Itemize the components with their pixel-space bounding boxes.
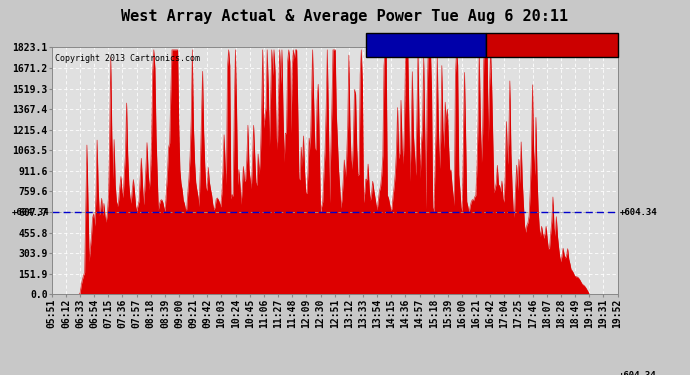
Text: Copyright 2013 Cartronics.com: Copyright 2013 Cartronics.com (55, 54, 200, 63)
Text: West Array  (DC Watts): West Array (DC Watts) (493, 40, 611, 50)
Text: +604.34: +604.34 (12, 208, 50, 217)
Text: +604.34: +604.34 (620, 208, 658, 217)
Text: Average  (DC Watts): Average (DC Watts) (375, 40, 477, 50)
Text: +604.34: +604.34 (619, 370, 657, 375)
Text: West Array Actual & Average Power Tue Aug 6 20:11: West Array Actual & Average Power Tue Au… (121, 9, 569, 24)
